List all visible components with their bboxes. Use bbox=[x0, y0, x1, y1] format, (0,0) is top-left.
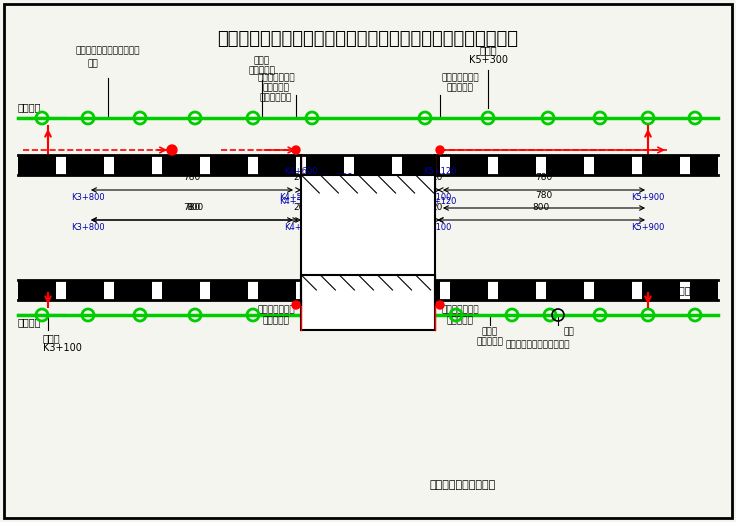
Text: 转体及合龙: 转体及合龙 bbox=[353, 280, 383, 290]
Bar bbox=[258, 155, 296, 175]
Text: K5+900: K5+900 bbox=[631, 193, 665, 202]
Bar bbox=[66, 155, 104, 175]
Circle shape bbox=[436, 146, 444, 154]
Text: （信号灯）: （信号灯） bbox=[447, 316, 473, 325]
Text: 近端防护员: 近端防护员 bbox=[477, 337, 503, 346]
Bar bbox=[306, 280, 344, 300]
Text: 移动停车信号牌: 移动停车信号牌 bbox=[257, 305, 295, 314]
Text: （信号灯）: （信号灯） bbox=[263, 316, 289, 325]
Text: 显示停车手信号的防护人员: 显示停车手信号的防护人员 bbox=[76, 46, 141, 55]
Text: 移动停车信号牌: 移动停车信号牌 bbox=[441, 305, 479, 314]
Text: 王家云: 王家云 bbox=[482, 327, 498, 336]
Bar bbox=[498, 155, 536, 175]
Text: K4+600: K4+600 bbox=[285, 223, 318, 232]
Bar bbox=[18, 155, 718, 175]
Bar bbox=[18, 155, 56, 175]
Text: 20: 20 bbox=[431, 203, 443, 212]
Bar bbox=[354, 155, 392, 175]
Bar bbox=[114, 280, 152, 300]
Circle shape bbox=[436, 301, 444, 309]
Text: 移动停车信号牌: 移动停车信号牌 bbox=[257, 73, 295, 82]
Text: K4+580: K4+580 bbox=[279, 197, 313, 206]
Bar bbox=[66, 280, 104, 300]
Bar bbox=[642, 280, 680, 300]
Bar bbox=[594, 280, 632, 300]
Bar bbox=[162, 155, 200, 175]
Text: 苏瑞波: 苏瑞波 bbox=[254, 56, 270, 65]
Bar bbox=[402, 280, 440, 300]
Bar bbox=[642, 155, 680, 175]
Text: 防护栏栏: 防护栏栏 bbox=[18, 317, 41, 327]
Text: K5+100: K5+100 bbox=[418, 223, 451, 232]
Text: K3+800: K3+800 bbox=[71, 193, 105, 202]
Text: K5+120: K5+120 bbox=[423, 167, 456, 176]
Bar bbox=[114, 155, 152, 175]
Text: （信号灯）: （信号灯） bbox=[263, 83, 289, 92]
Bar bbox=[18, 280, 56, 300]
Text: 780: 780 bbox=[183, 173, 201, 182]
Circle shape bbox=[167, 145, 177, 155]
Text: 段施工地点: 段施工地点 bbox=[353, 295, 383, 305]
Text: K4+600: K4+600 bbox=[285, 167, 318, 176]
Text: 近端防护员: 近端防护员 bbox=[249, 66, 275, 75]
Text: 作业门: 作业门 bbox=[479, 45, 497, 55]
Bar bbox=[162, 280, 200, 300]
Bar bbox=[301, 175, 435, 280]
Bar bbox=[402, 155, 440, 175]
Text: K5+100: K5+100 bbox=[418, 193, 451, 202]
Text: 栗勇: 栗勇 bbox=[88, 59, 99, 68]
Bar bbox=[210, 155, 248, 175]
Circle shape bbox=[292, 301, 300, 309]
Text: 780: 780 bbox=[535, 191, 553, 200]
Text: K4+580: K4+580 bbox=[279, 193, 313, 202]
Text: 蒋伟: 蒋伟 bbox=[563, 327, 574, 336]
Bar bbox=[18, 280, 718, 300]
Text: 焦柳下行线: 焦柳下行线 bbox=[18, 160, 47, 170]
Text: 20: 20 bbox=[431, 173, 443, 182]
Text: 800: 800 bbox=[533, 203, 550, 212]
Text: 800: 800 bbox=[186, 203, 203, 212]
Text: 20: 20 bbox=[293, 173, 305, 182]
Bar bbox=[546, 155, 584, 175]
Text: 780: 780 bbox=[183, 203, 201, 212]
Text: （信号灯）: （信号灯） bbox=[447, 83, 473, 92]
Text: K5+300: K5+300 bbox=[469, 55, 508, 65]
Text: K4+728: K4+728 bbox=[319, 173, 353, 182]
Circle shape bbox=[292, 146, 300, 154]
Text: K3+100: K3+100 bbox=[43, 343, 82, 353]
Bar bbox=[258, 280, 296, 300]
Text: 显示停车手信号的防护人员: 显示停车手信号的防护人员 bbox=[506, 340, 570, 349]
Text: 20: 20 bbox=[293, 203, 305, 212]
Bar bbox=[594, 155, 632, 175]
Text: K5+120: K5+120 bbox=[423, 197, 456, 206]
Text: 段施工地点: 段施工地点 bbox=[353, 223, 383, 233]
Bar bbox=[306, 155, 344, 175]
Text: 移动停车信号牌: 移动停车信号牌 bbox=[441, 73, 479, 82]
Text: K4+704: K4+704 bbox=[312, 203, 346, 212]
Bar bbox=[210, 280, 248, 300]
Text: 转体及合龙: 转体及合龙 bbox=[353, 207, 383, 217]
Bar bbox=[354, 280, 392, 300]
Text: 沁阳: 沁阳 bbox=[690, 160, 703, 170]
Text: 780: 780 bbox=[535, 173, 553, 182]
Bar bbox=[690, 280, 718, 300]
Text: 焦柳上行线: 焦柳上行线 bbox=[673, 285, 703, 295]
Text: 人员行走路线: 人员行走路线 bbox=[260, 93, 292, 102]
Bar bbox=[450, 155, 488, 175]
Text: 作业门: 作业门 bbox=[43, 333, 60, 343]
Bar bbox=[301, 275, 435, 330]
Text: K5+900: K5+900 bbox=[631, 223, 665, 232]
Text: 防护栏栏: 防护栏栏 bbox=[18, 102, 41, 112]
Bar bbox=[690, 155, 718, 175]
Bar bbox=[450, 280, 488, 300]
Bar bbox=[546, 280, 584, 300]
Text: 焦作: 焦作 bbox=[18, 285, 29, 295]
Text: 注：本图尺寸以米计。: 注：本图尺寸以米计。 bbox=[430, 480, 496, 490]
Text: 九府庄丹河特大桥跨越焦柳线转体及合龙段施工封锁人员走行图: 九府庄丹河特大桥跨越焦柳线转体及合龙段施工封锁人员走行图 bbox=[218, 30, 518, 48]
Text: K3+800: K3+800 bbox=[71, 223, 105, 232]
Bar bbox=[498, 280, 536, 300]
